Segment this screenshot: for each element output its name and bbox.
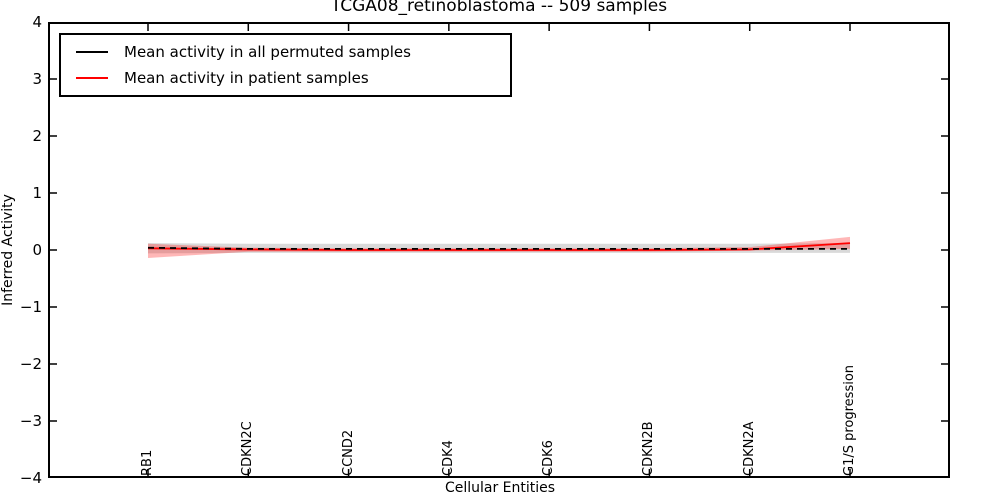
y-tick-label: 4: [32, 13, 42, 31]
y-tick-label: −2: [19, 355, 42, 373]
legend: Mean activity in all permuted samples Me…: [59, 33, 512, 97]
legend-line-permuted-icon: [76, 51, 108, 53]
x-tick-label-cdkn2c: CDKN2C: [240, 421, 256, 476]
y-tick-label: 1: [32, 184, 42, 202]
x-tick-label-g1-s-progression: G1/S progression: [842, 364, 857, 476]
chart-title: TCGA08_retinoblastoma -- 509 samples: [330, 0, 668, 16]
y-tick-label: −4: [19, 469, 42, 487]
y-tick-label: −1: [19, 298, 42, 316]
y-tick-label: −3: [19, 412, 42, 430]
y-tick-label: 3: [32, 70, 42, 88]
axes-frame: [48, 22, 950, 478]
legend-item-patient: Mean activity in patient samples: [61, 65, 510, 91]
y-tick-label: 2: [32, 127, 42, 145]
legend-line-patient-icon: [76, 77, 108, 79]
x-tick-label-cdkn2a: CDKN2A: [741, 421, 757, 476]
x-axis-label: Cellular Entities: [444, 480, 556, 496]
x-tick-label-cdkn2b: CDKN2B: [641, 421, 657, 476]
axis-ticks: [50, 22, 948, 478]
y-tick-label: 0: [32, 241, 42, 259]
x-tick-label-cdk4: CDK4: [440, 440, 456, 476]
legend-label-patient: Mean activity in patient samples: [124, 69, 369, 87]
series-line-0: [147, 246, 850, 250]
band-0: [148, 243, 850, 254]
x-tick-label-cdk6: CDK6: [541, 440, 557, 476]
x-tick-label-rb1: RB1: [140, 449, 155, 476]
x-tick-label-ccnd2: CCND2: [340, 429, 356, 476]
legend-item-permuted: Mean activity in all permuted samples: [61, 39, 510, 65]
legend-label-permuted: Mean activity in all permuted samples: [124, 43, 411, 61]
plot-area: [48, 22, 950, 478]
